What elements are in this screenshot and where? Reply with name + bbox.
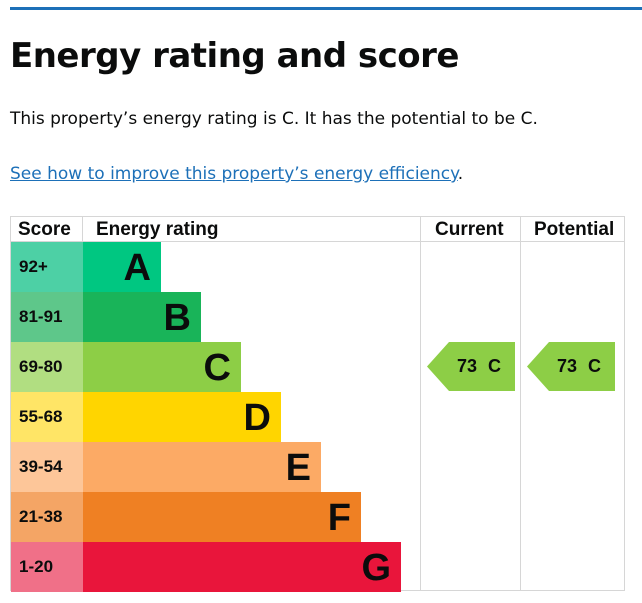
rating-summary: This property’s energy rating is C. It h…	[10, 109, 538, 129]
band-bar: D	[83, 392, 281, 442]
energy-rating-table: Score Energy rating Current Potential 92…	[10, 216, 625, 592]
band-score: 1-20	[11, 542, 83, 592]
potential-rating-label: 73 C	[556, 356, 601, 376]
band-score: 21-38	[11, 492, 83, 542]
improve-link-wrapper: See how to improve this property’s energ…	[10, 164, 463, 184]
page-title: Energy rating and score	[10, 36, 460, 76]
header-current: Current	[435, 219, 504, 240]
section-divider	[10, 7, 642, 10]
band-bar: C	[83, 342, 241, 392]
divider	[520, 217, 521, 590]
header-energy-rating: Energy rating	[96, 219, 219, 240]
link-suffix: .	[457, 164, 464, 184]
band-score: 55-68	[11, 392, 83, 442]
current-rating-label: 73 C	[456, 356, 501, 376]
band-score: 69-80	[11, 342, 83, 392]
current-rating-arrow: 73 C	[427, 342, 515, 391]
band-score: 92+	[11, 242, 83, 292]
band-bar: A	[83, 242, 161, 292]
potential-rating-arrow: 73 C	[527, 342, 615, 391]
divider	[82, 217, 83, 242]
header-score: Score	[18, 219, 71, 240]
band-bar: B	[83, 292, 201, 342]
divider	[11, 241, 624, 242]
band-bar: E	[83, 442, 321, 492]
divider	[420, 217, 421, 590]
band-bar: G	[83, 542, 401, 592]
improve-efficiency-link[interactable]: See how to improve this property’s energ…	[10, 164, 458, 184]
header-potential: Potential	[534, 219, 615, 240]
band-score: 81-91	[11, 292, 83, 342]
band-score: 39-54	[11, 442, 83, 492]
band-bar: F	[83, 492, 361, 542]
